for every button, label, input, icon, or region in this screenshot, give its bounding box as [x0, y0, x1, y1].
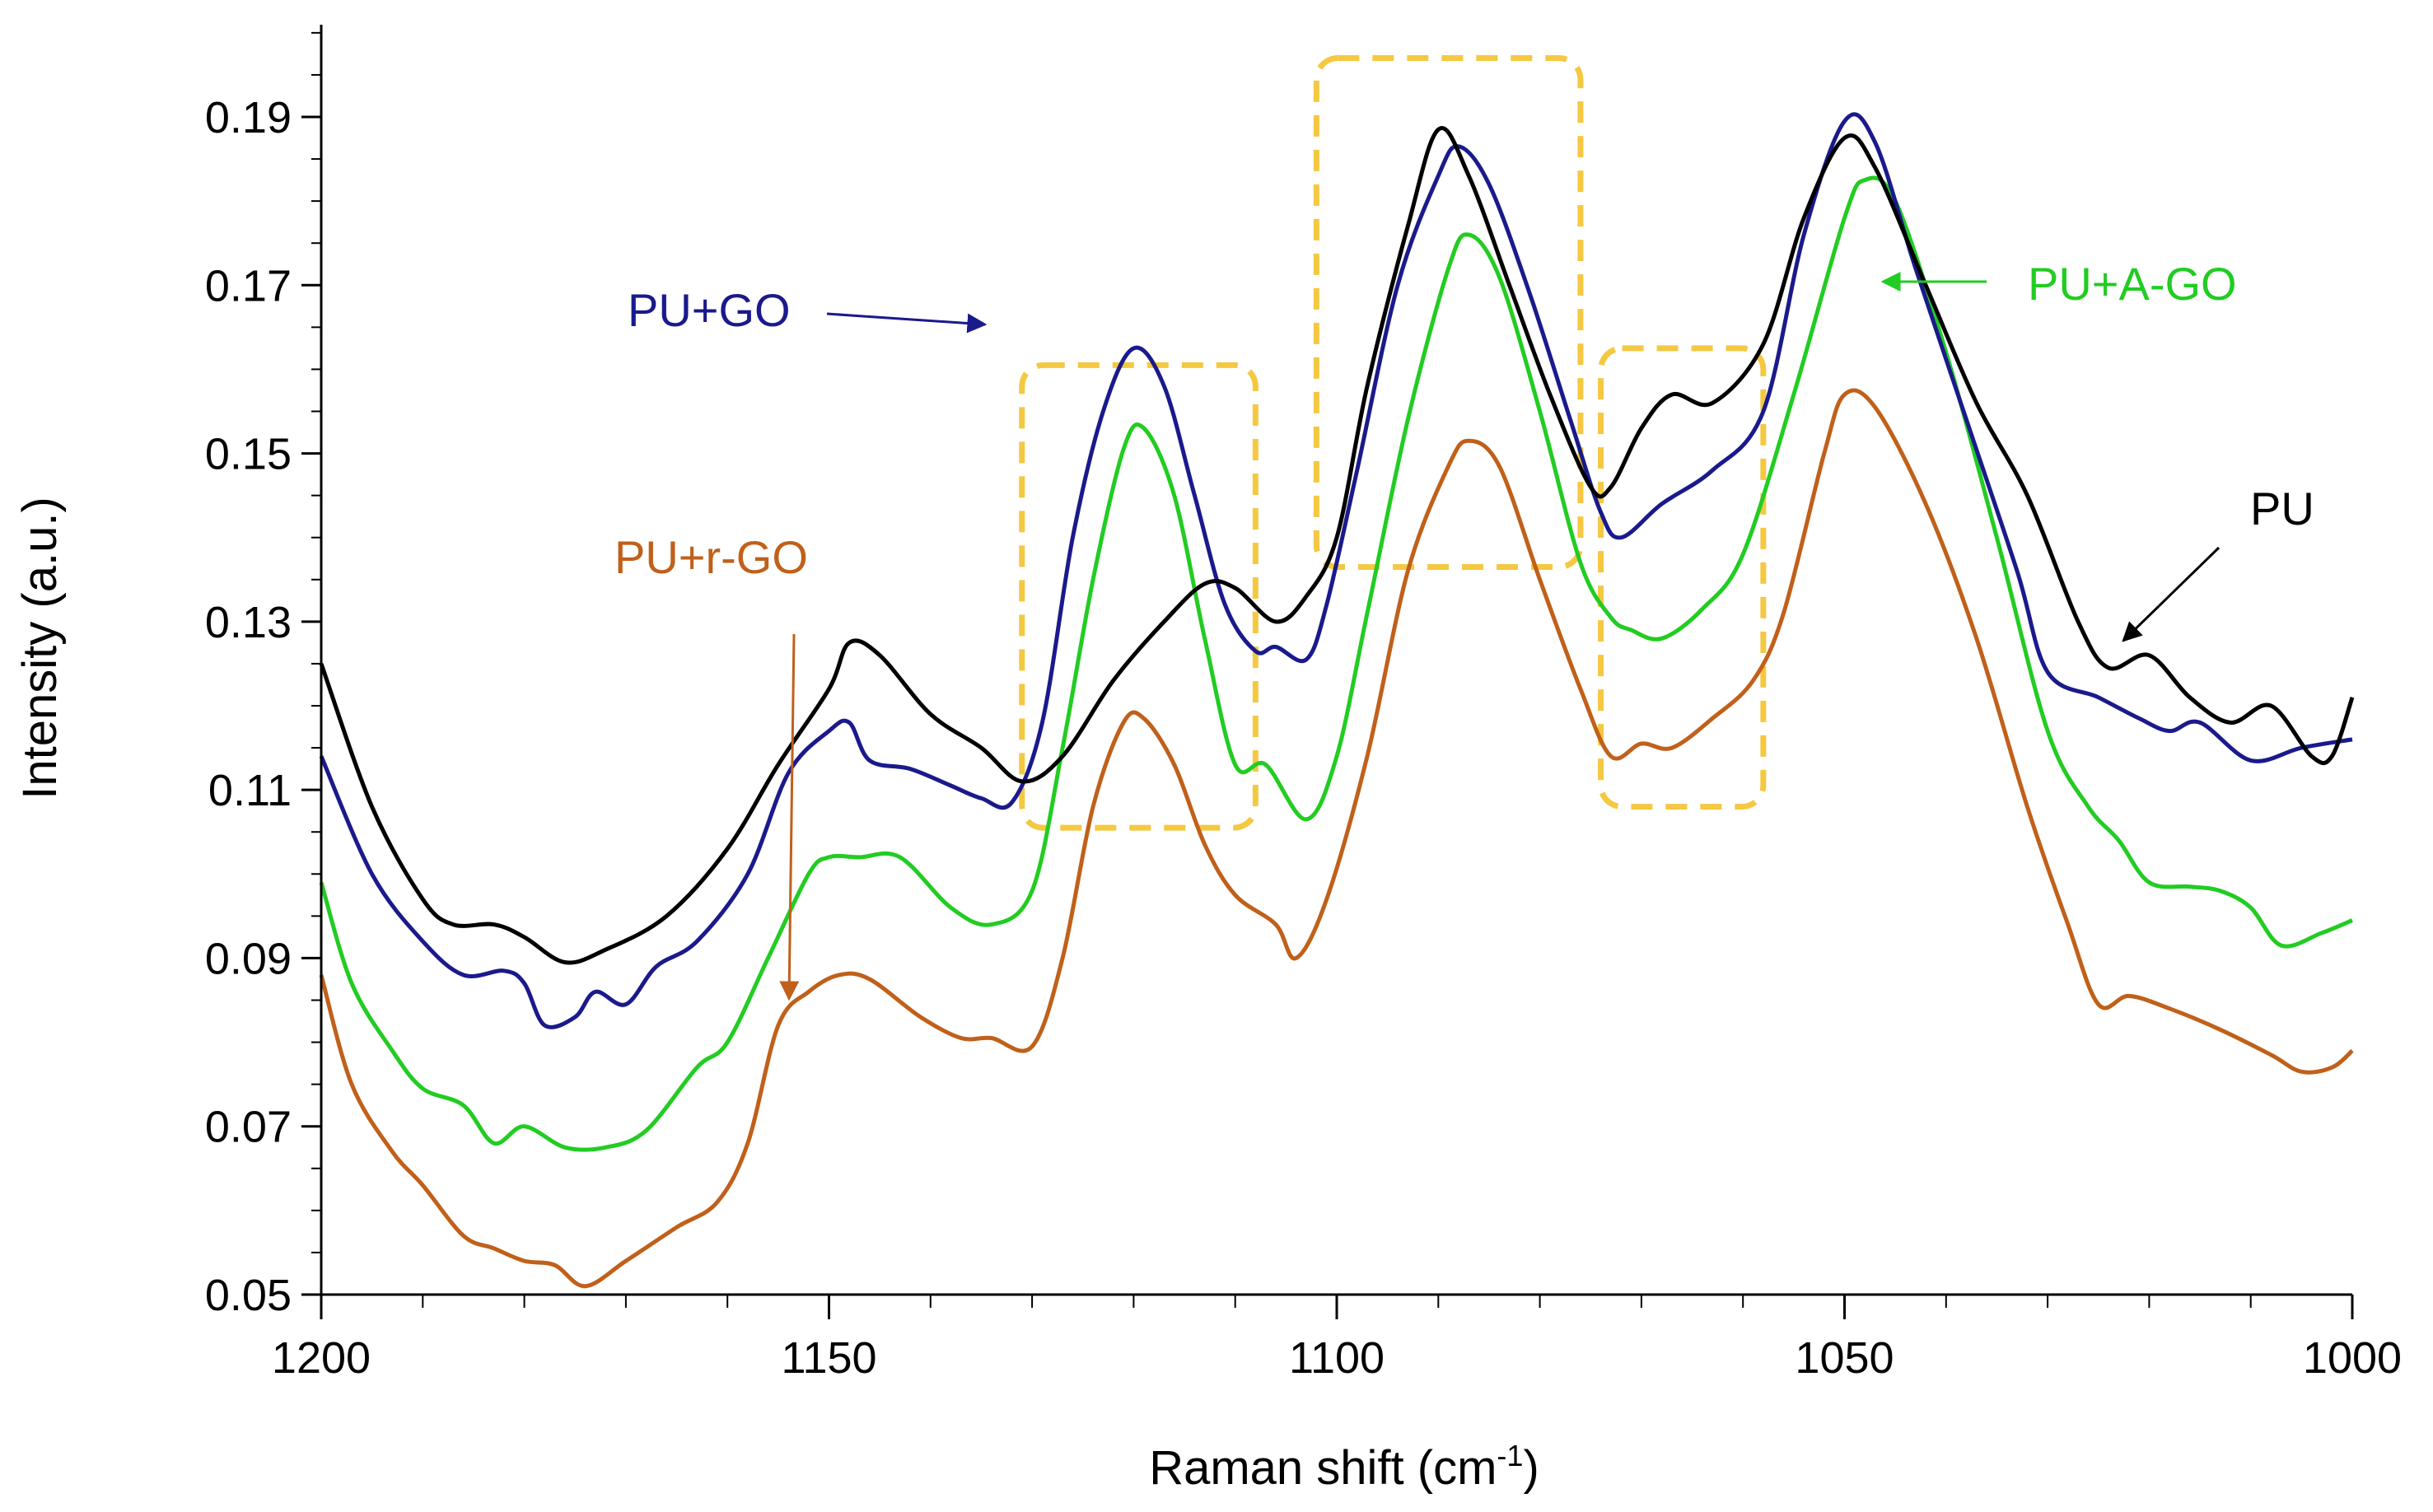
y-axis-title: Intensity (a.u.) [13, 497, 67, 799]
highlight-region [1313, 55, 1584, 570]
annotation-pu-go-label: PU+GO [628, 284, 791, 336]
highlight-region [1598, 345, 1767, 810]
y-tick-label: 0.05 [205, 1271, 292, 1320]
x-tick-label: 1100 [1289, 1333, 1385, 1383]
series-line-pu-r-go [319, 388, 2354, 1289]
y-tick-label: 0.17 [205, 261, 292, 310]
annotation-pu-r-go: PU+r-GO [614, 531, 808, 1001]
annotation-pu-arrow [2122, 546, 2221, 642]
annotation-pu-a-go: PU+A-GO [1880, 258, 2237, 310]
annotation-pu-r-go-label: PU+r-GO [614, 531, 808, 583]
annotation-pu-go-arrow [826, 312, 988, 334]
annotation-pu-go: PU+GO [628, 284, 988, 336]
x-axis-title: Raman shift (cm-1) [1149, 1439, 1539, 1495]
y-tick-label: 0.11 [208, 766, 292, 815]
y-tick-label: 0.15 [205, 430, 292, 479]
annotation-pu-a-go-label: PU+A-GO [2028, 258, 2237, 310]
y-tick-label: 0.19 [205, 93, 292, 142]
x-tick-label: 1050 [1795, 1333, 1894, 1383]
y-tick-label: 0.07 [205, 1103, 292, 1152]
series-line-pu [319, 126, 2355, 965]
series-lines [319, 112, 2355, 1289]
x-tick-label: 1200 [272, 1333, 371, 1383]
highlight-region [1019, 362, 1259, 831]
x-axis-title-superscript: -1 [1497, 1439, 1523, 1472]
annotation-pu-r-go-arrow [779, 633, 800, 1001]
axes: 0.05 0.07 0.09 0.11 0.13 0.15 0.17 0.19 1200 115… [205, 25, 2402, 1383]
annotation-pu-label: PU [2250, 483, 2314, 534]
series-line-pu-a-go [319, 175, 2353, 1152]
x-tick-label: 1000 [2303, 1333, 2402, 1383]
y-minor-ticks [311, 31, 321, 1295]
x-tick-label: 1150 [781, 1333, 876, 1383]
highlight-regions [1019, 55, 1767, 831]
x-axis-title-suffix: ) [1523, 1441, 1539, 1495]
x-ticks: 1200 1150 1100 1050 1000 [272, 1295, 2402, 1383]
annotation-pu: PU [2122, 483, 2314, 642]
y-ticks: 0.05 0.07 0.09 0.11 0.13 0.15 0.17 0.19 [205, 93, 321, 1320]
y-tick-label: 0.09 [205, 934, 292, 983]
x-axis-title-main: Raman shift (cm [1149, 1441, 1497, 1495]
y-tick-label: 0.13 [205, 598, 292, 647]
series-line-pu-go [319, 112, 2353, 1029]
